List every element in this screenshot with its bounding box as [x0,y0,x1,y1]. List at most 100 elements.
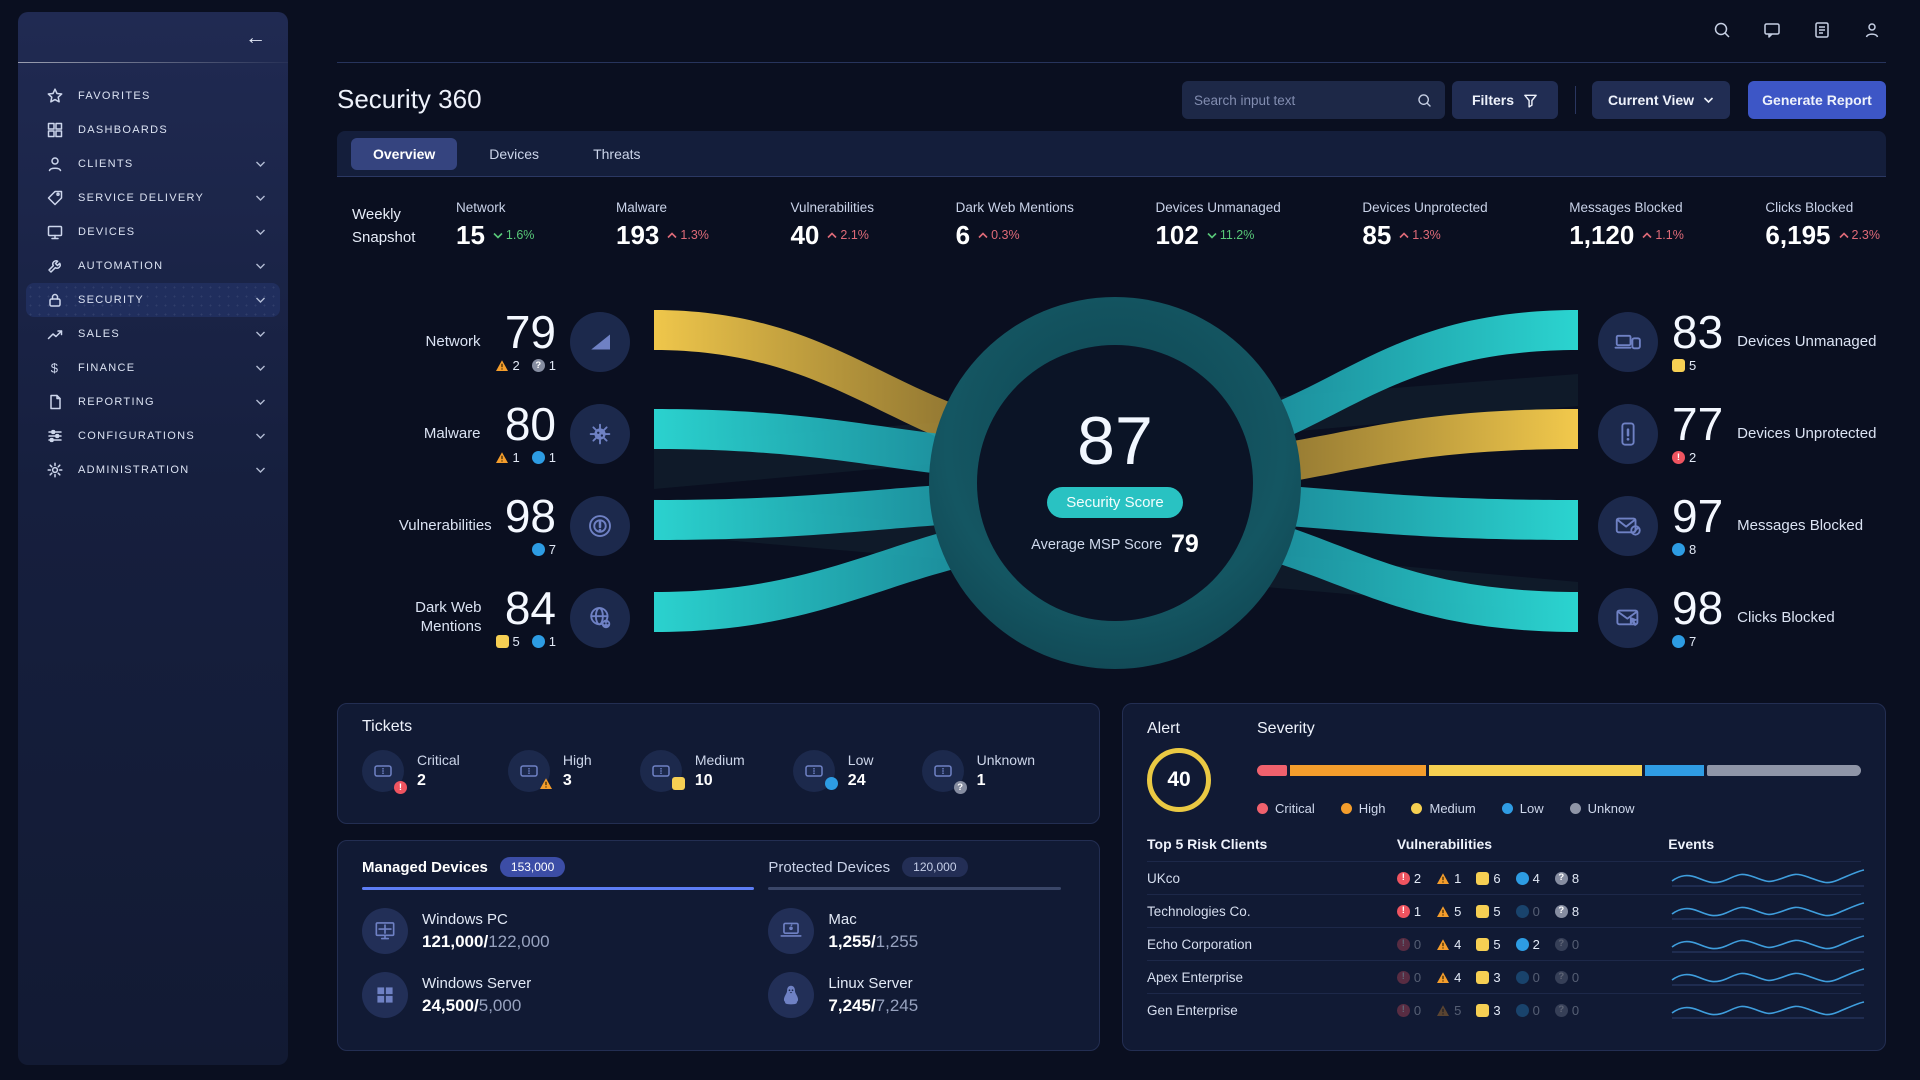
managed-devices-count-badge: 153,000 [499,857,566,877]
collapse-sidebar-icon[interactable]: ← [245,26,266,49]
snapshot-metric-devices-unprotected: Devices Unprotected 85 1.3% [1362,200,1487,249]
vuln-high: 1 [1436,871,1461,886]
risk-client-row-gen-enterprise[interactable]: Gen Enterprise ! 0 5 3 0 ? 0 [1147,993,1865,1026]
medium-badge [1476,904,1490,918]
low-badge [1515,904,1529,918]
ticket-medium[interactable]: Medium 10 [639,750,745,792]
vuln-medium: 6 [1476,871,1501,886]
sidebar-item-sales[interactable]: SALES [18,317,288,351]
alert-severity-panel: Alert 40 Severity Critical High Medium L… [1122,703,1886,1051]
sidebar-item-clients[interactable]: CLIENTS [18,147,288,181]
unknown-badge: ? [953,781,967,795]
chevron-down-icon [256,365,265,371]
risk-client-row-apex-enterprise[interactable]: Apex Enterprise ! 0 4 3 0 ? 0 [1147,960,1865,993]
tab-devices[interactable]: Devices [489,145,540,162]
unknown-badge: ? [1554,904,1568,918]
report-icon[interactable] [1812,20,1832,40]
sidebar-item-security[interactable]: SECURITY [26,283,280,317]
metric-badges: 5 [1672,358,1696,373]
tab-protected-devices[interactable]: Protected Devices 120,000 [768,857,1075,890]
high-badge [495,359,509,372]
wrench-icon [46,257,64,275]
critical-badge: ! [1672,451,1685,465]
devices-tabs: Managed Devices 153,000 Protected Device… [362,857,1075,890]
unknown-badge: ? [1554,937,1568,951]
metric-delta: 2.1% [827,229,869,242]
ticket-count: 2 [417,772,426,789]
sidebar-item-automation[interactable]: AUTOMATION [18,249,288,283]
tab-overview[interactable]: Overview [351,137,458,170]
tab-threats[interactable]: Threats [593,145,641,162]
risk-clients-table: Top 5 Risk Clients Vulnerabilities Event… [1147,830,1865,1026]
current-view-button[interactable]: Current View [1592,81,1730,119]
mac-icon [768,908,815,954]
user-icon[interactable] [1862,20,1882,40]
ticket-critical[interactable]: ! Critical 2 [362,750,460,795]
search-icon[interactable] [1416,92,1433,109]
sidebar-item-devices[interactable]: DEVICES [18,215,288,249]
high-badge [1436,971,1450,984]
sidebar-item-configurations[interactable]: CONFIGURATIONS [18,419,288,453]
metric-label: Clicks Blocked [1737,608,1835,626]
tab-managed-devices[interactable]: Managed Devices 153,000 [362,857,768,890]
legend-dot [1569,803,1581,814]
sidebar-item-administration[interactable]: ADMINISTRATION [18,453,288,487]
metric-label: Messages Blocked [1737,516,1864,534]
risk-client-row-echo-corporation[interactable]: Echo Corporation ! 0 4 5 2 ? 0 [1147,927,1865,960]
risk-client-row-technologies-co-[interactable]: Technologies Co. ! 1 5 5 0? 8 [1147,894,1865,927]
chat-icon[interactable] [1762,20,1782,40]
vuln-unknown: ? 8 [1554,904,1579,919]
outcome-metrics: 83 5 Devices Unmanaged 77 ! 2 Devices Unpro… [1598,296,1900,664]
client-vulnerabilities: ! 0 4 3 0 ? 0 [1396,970,1668,985]
snapshot-metric-dark-web-mentions: Dark Web Mentions 6 0.3% [956,200,1074,249]
legend-dot [1257,803,1268,814]
search-icon[interactable] [1712,20,1732,40]
search-input[interactable] [1194,92,1408,108]
metric-value: 193 1.3% [616,220,709,250]
managed-devices-label: Managed Devices [362,858,488,876]
snapshot-metric-messages-blocked: Messages Blocked 1,120 1.1% [1569,200,1684,249]
events-sparkline [1671,902,1865,920]
low-badge [531,451,545,465]
ticket-severity-label: Medium [694,752,745,768]
ticket-count: 24 [847,772,866,789]
sidebar-item-service-delivery[interactable]: SERVICE DELIVERY [18,181,288,215]
header-vertical-divider [1575,86,1576,114]
score-metric-devices-unmanaged: 83 5 Devices Unmanaged [1598,296,1900,388]
metric-value: 15 1.6% [456,220,535,250]
metric-score: 80 [504,397,556,450]
unknown-badge: ? [1554,871,1568,885]
legend-critical: Critical [1257,801,1315,816]
device-type-name: Windows PC [422,910,508,928]
risk-client-row-ukco[interactable]: UKco ! 2 1 6 4 ? 8 [1147,861,1865,894]
metric-badges: 8 [1672,542,1696,557]
metric-score: 79 [504,305,556,358]
generate-report-button[interactable]: Generate Report [1748,81,1886,119]
critical-badge: ! [1396,904,1410,918]
score-metric-clicks-blocked: 98 7 Clicks Blocked [1598,572,1900,664]
sidebar-item-label: DASHBOARDS [78,124,169,136]
ticket-severity-label: Critical [417,752,460,768]
ticket-low[interactable]: Low 24 [792,750,873,792]
ticket-unknown[interactable]: ? Unknown 1 [921,750,1035,795]
severity-bar [1257,765,1862,776]
lock-icon [46,291,64,309]
ticket-high[interactable]: High 3 [507,750,592,792]
ticket-icon [507,750,552,792]
sidebar-item-finance[interactable]: $ FINANCE [18,351,288,385]
sidebar-item-dashboards[interactable]: DASHBOARDS [18,113,288,147]
vuln-critical: ! 0 [1396,937,1421,952]
client-vulnerabilities: ! 0 5 3 0 ? 0 [1396,1003,1668,1018]
sidebar-item-reporting[interactable]: REPORTING [18,385,288,419]
metric-badges: 2? 1 [495,358,556,373]
severity-segment-low [1644,765,1705,776]
alert-label: Alert [1147,720,1180,737]
high-badge [495,451,509,464]
sidebar-item-favorites[interactable]: FAVORITES [18,79,288,113]
gear-icon [46,461,64,479]
vuln-low: 2 [1515,937,1540,952]
metric-badges: 7 [1672,634,1696,649]
filters-button[interactable]: Filters [1452,81,1558,119]
